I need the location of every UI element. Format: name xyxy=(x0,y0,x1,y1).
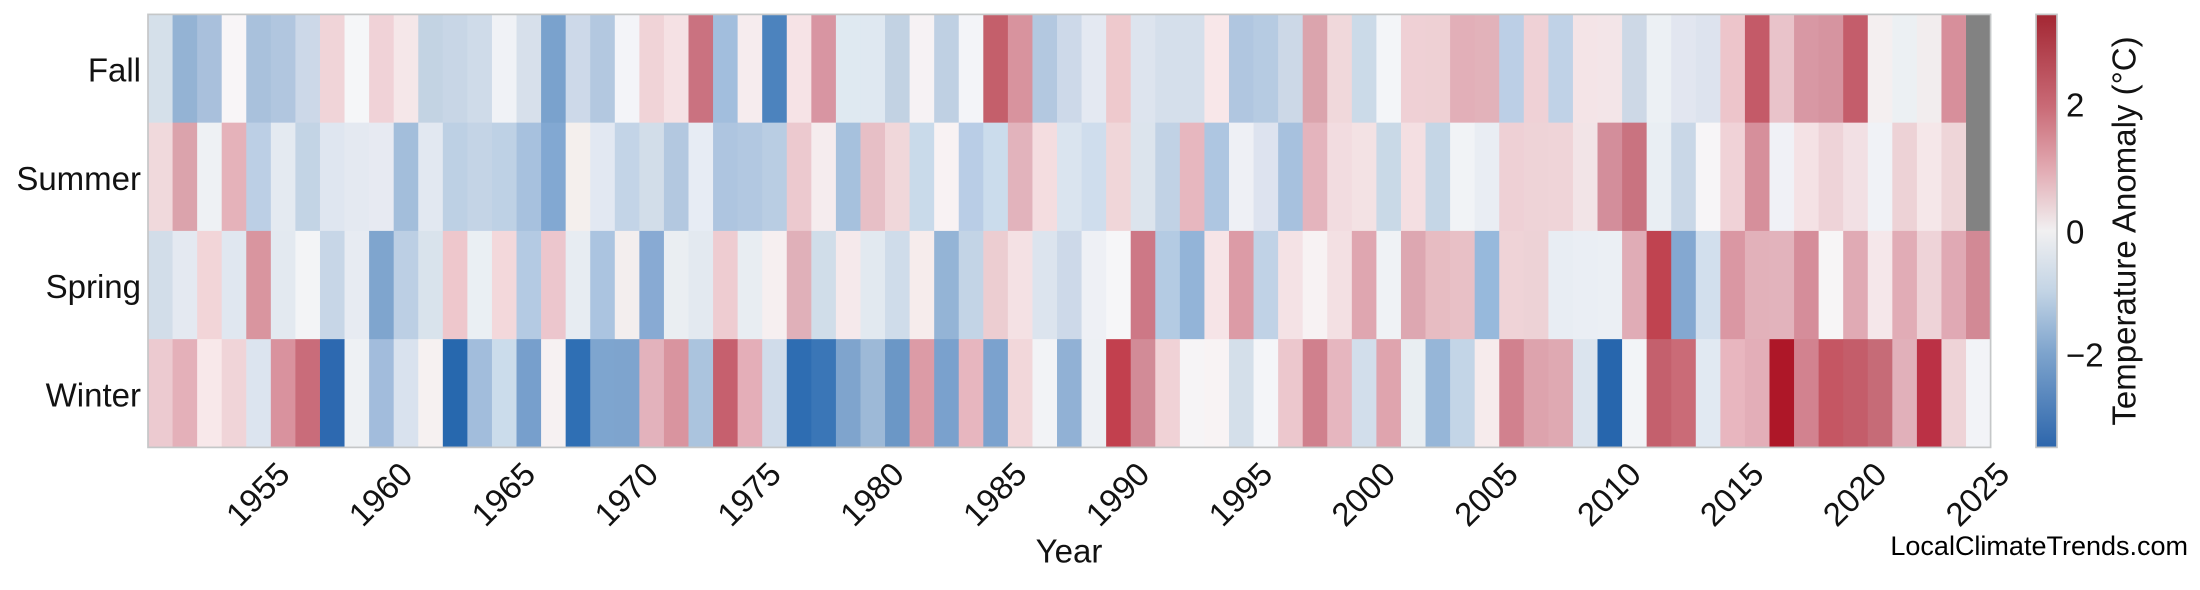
svg-text:Winter: Winter xyxy=(46,376,141,413)
svg-text:Year: Year xyxy=(1036,533,1103,570)
svg-text:Spring: Spring xyxy=(46,268,141,305)
svg-text:LocalClimateTrends.com: LocalClimateTrends.com xyxy=(1890,531,2188,561)
svg-text:Fall: Fall xyxy=(88,52,141,89)
svg-text:2: 2 xyxy=(2066,87,2084,124)
svg-text:Temperature Anomaly (°C): Temperature Anomaly (°C) xyxy=(2106,36,2143,425)
svg-text:Summer: Summer xyxy=(16,160,141,197)
svg-text:−2: −2 xyxy=(2066,337,2104,374)
svg-text:0: 0 xyxy=(2066,214,2084,251)
